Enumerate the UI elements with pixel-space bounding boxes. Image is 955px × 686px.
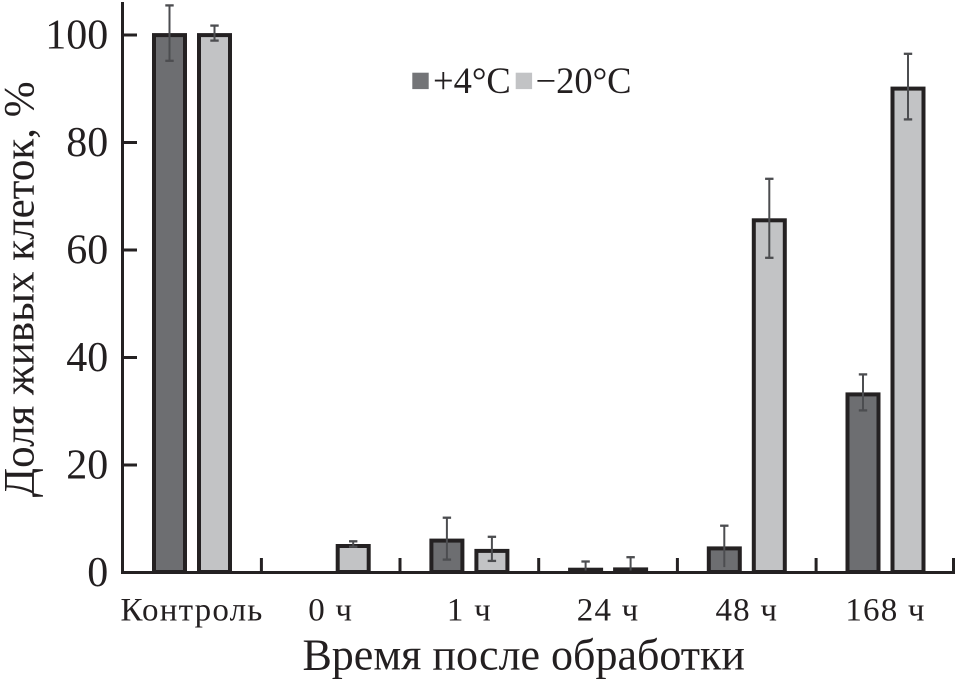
svg-text:40: 40	[66, 335, 108, 381]
svg-text:0: 0	[87, 550, 108, 596]
svg-text:60: 60	[66, 227, 108, 273]
svg-text:Доля живых клеток, %: Доля живых клеток, %	[0, 81, 44, 497]
svg-text:1 ч: 1 ч	[447, 593, 492, 629]
svg-text:168 ч: 168 ч	[845, 593, 925, 629]
svg-text:+4°C: +4°C	[433, 60, 511, 101]
svg-text:Контроль: Контроль	[120, 593, 263, 629]
svg-text:80: 80	[66, 120, 108, 166]
svg-text:24 ч: 24 ч	[577, 593, 640, 629]
svg-text:Время после обработки: Время после обработки	[302, 631, 745, 680]
svg-text:48 ч: 48 ч	[715, 593, 778, 629]
svg-text:0 ч: 0 ч	[308, 593, 353, 629]
svg-text:100: 100	[45, 12, 108, 58]
svg-text:20: 20	[66, 442, 108, 488]
svg-text:−20°C: −20°C	[536, 60, 632, 101]
